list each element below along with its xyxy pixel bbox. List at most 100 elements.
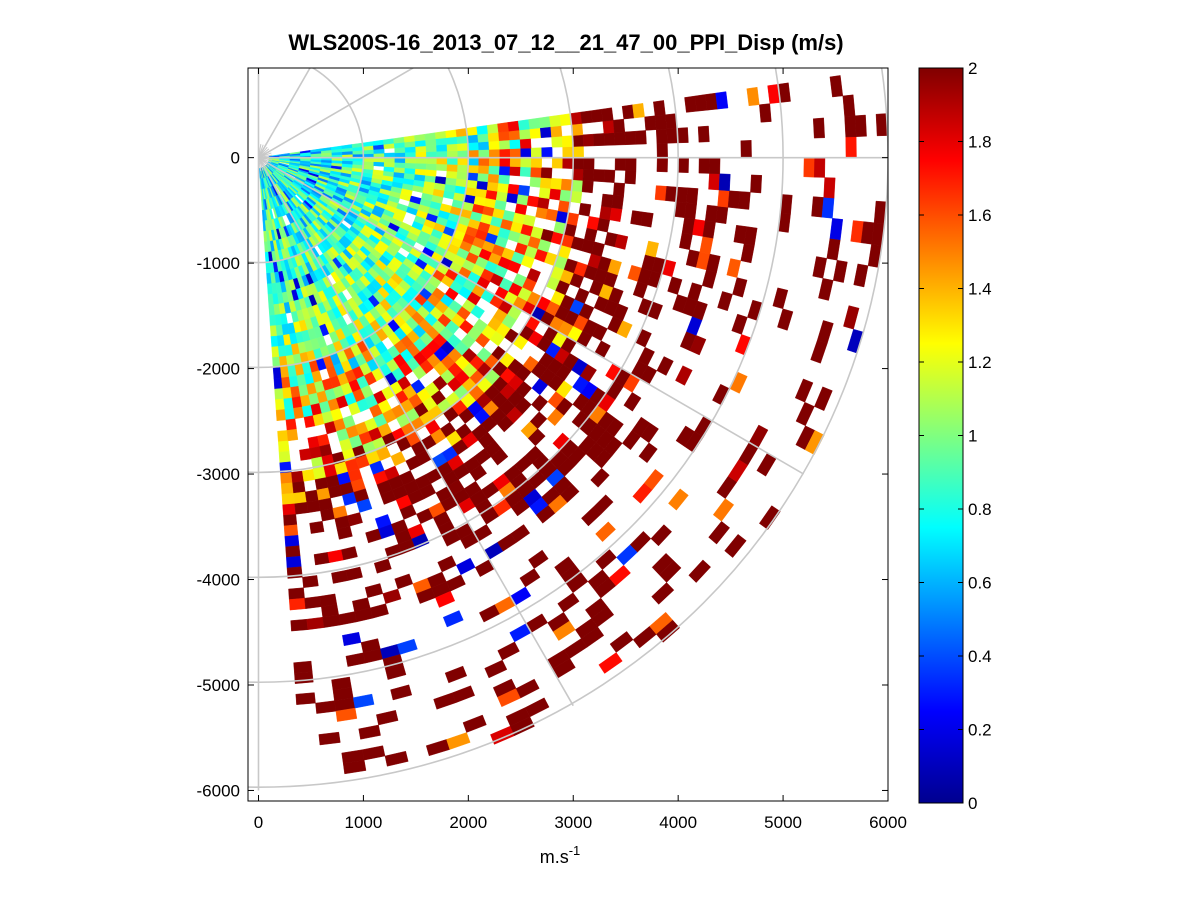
ppi-cell xyxy=(539,177,552,189)
ppi-cell xyxy=(495,191,509,202)
ppi-cell xyxy=(823,177,836,199)
ppi-cell xyxy=(580,110,593,124)
ppi-cell xyxy=(292,481,306,494)
ppi-cell xyxy=(598,652,623,674)
ppi-cell xyxy=(293,491,307,505)
ppi-cell xyxy=(506,192,519,204)
ppi-cell xyxy=(530,147,543,158)
ppi-cell xyxy=(727,190,741,209)
ppi-cell xyxy=(561,135,574,148)
ppi-cell xyxy=(623,392,642,412)
ppi-cell xyxy=(283,524,299,537)
ppi-cell xyxy=(684,95,697,113)
ppi-cell xyxy=(817,320,834,344)
ppi-cell xyxy=(394,152,406,158)
ppi-cell xyxy=(708,521,730,545)
x-tick-label: 1000 xyxy=(344,813,382,832)
ppi-cell xyxy=(309,520,325,534)
ppi-cell xyxy=(510,524,531,543)
ppi-cell xyxy=(599,205,612,221)
ppi-cell xyxy=(829,218,844,241)
ppi-cell xyxy=(601,107,614,122)
ppi-cell xyxy=(614,234,629,250)
ppi-cell xyxy=(612,303,629,321)
ppi-cell xyxy=(715,91,729,110)
ppi-cell xyxy=(456,171,469,180)
ppi-cell xyxy=(715,205,729,224)
y-tick-label: -4000 xyxy=(197,571,240,590)
ppi-cell xyxy=(455,178,468,188)
ppi-cell xyxy=(677,157,689,173)
ppi-cell xyxy=(457,150,469,158)
ppi-cell xyxy=(304,596,322,609)
ppi-cell xyxy=(445,177,457,186)
ppi-cell xyxy=(540,167,553,179)
ppi-cell xyxy=(405,151,417,158)
ppi-cell xyxy=(273,377,283,390)
ppi-cell xyxy=(488,165,500,175)
ppi-cell xyxy=(347,512,363,527)
ppi-cell xyxy=(777,308,794,331)
ppi-cell xyxy=(315,700,337,714)
ppi-cell xyxy=(510,716,535,736)
ppi-cell xyxy=(446,150,459,158)
ppi-cell xyxy=(283,514,298,527)
ppi-cell xyxy=(282,503,297,516)
ppi-cell xyxy=(813,157,826,178)
ppi-cell xyxy=(478,157,490,166)
ppi-cell xyxy=(466,126,478,136)
x-tick-label: 2000 xyxy=(449,813,487,832)
ppi-cell xyxy=(275,409,287,421)
ppi-cell xyxy=(844,115,857,138)
ppi-cell xyxy=(875,113,888,137)
ppi-cell xyxy=(517,119,531,131)
ppi-cell xyxy=(803,157,815,178)
ppi-cell xyxy=(603,132,616,146)
ppi-cell xyxy=(404,146,417,153)
ppi-cell xyxy=(593,133,605,147)
ppi-cell xyxy=(537,197,550,210)
ppi-cell xyxy=(304,489,319,503)
ppi-cell xyxy=(356,498,373,513)
ppi-cell xyxy=(519,166,532,178)
ppi-cell xyxy=(602,119,615,134)
ppi-cell xyxy=(651,582,675,605)
ppi-cell xyxy=(684,202,697,220)
ppi-cell xyxy=(668,488,689,511)
ppi-cell xyxy=(697,125,710,143)
ppi-cell xyxy=(829,75,844,98)
ppi-cell xyxy=(291,470,305,484)
x-tick-label: 6000 xyxy=(869,813,907,832)
ppi-cell xyxy=(509,157,522,168)
ppi-cell xyxy=(280,482,294,495)
ppi-cell xyxy=(478,149,490,158)
ppi-cell xyxy=(499,148,511,158)
colorbar-tick-label: 2 xyxy=(968,59,977,78)
ppi-cell xyxy=(740,140,752,158)
ppi-cell xyxy=(277,430,289,442)
ppi-cell xyxy=(278,451,291,464)
ppi-cell xyxy=(743,226,758,246)
ppi-cell xyxy=(717,189,730,208)
ppi-cell xyxy=(446,136,458,145)
colorbar-frame xyxy=(918,67,964,804)
ppi-cell xyxy=(689,335,707,356)
x-axis-label-superscript: -1 xyxy=(569,843,581,858)
ppi-cell xyxy=(666,127,679,144)
ppi-cell xyxy=(549,188,562,201)
ppi-cell xyxy=(466,179,478,189)
ppi-cell xyxy=(394,162,406,169)
ppi-cell xyxy=(390,684,413,701)
ppi-cell xyxy=(484,659,508,679)
ppi-cell xyxy=(467,149,480,158)
ppi-cell xyxy=(624,130,637,146)
chart-title: WLS200S-16_2013_07_12__21_47_00_PPI_Disp… xyxy=(288,30,843,55)
ppi-cell xyxy=(572,145,584,158)
ppi-cell xyxy=(656,143,668,158)
ppi-cell xyxy=(335,707,358,722)
ppi-cell xyxy=(549,114,562,128)
ppi-cell xyxy=(288,587,305,600)
ppi-cell xyxy=(414,168,427,176)
x-tick-label: 3000 xyxy=(554,813,592,832)
